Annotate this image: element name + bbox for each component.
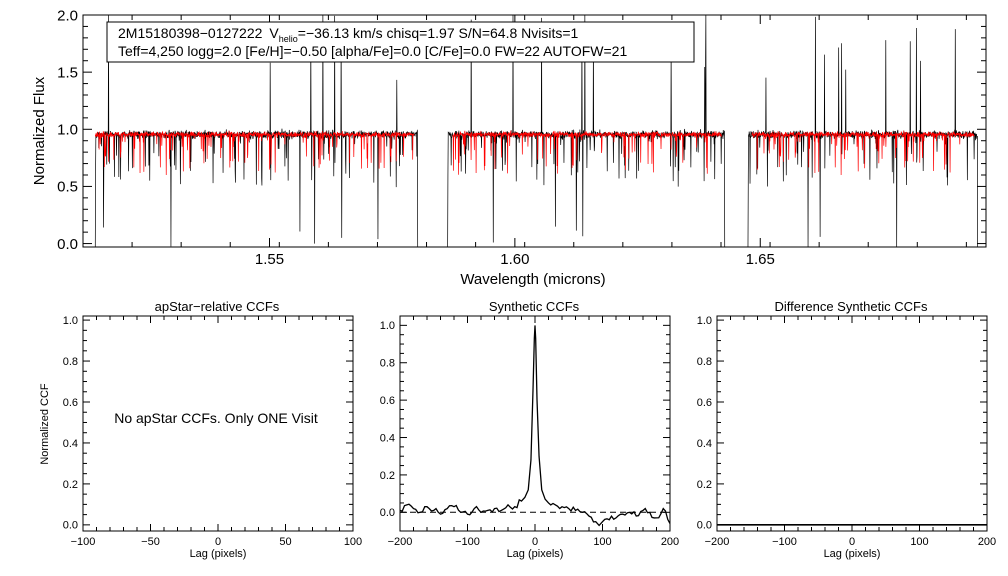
model-spectrum-chip-3 — [751, 130, 975, 176]
spectrum-info-box: 2M15180398−0127222 Vhelio=−36.13 km/s chi… — [106, 21, 695, 63]
difference-ccf-y-tick-label: 0.8 — [697, 356, 712, 368]
info-line-1-values: =−36.13 km/s chisq=1.97 S/N=64.8 Nvisits… — [298, 25, 579, 41]
model-spectrum-chip-2 — [452, 130, 722, 175]
spectrum-plot-area — [94, 14, 979, 248]
synthetic-ccf-x-tick-label: 100 — [593, 536, 611, 548]
synthetic-ccf-x-tick-label: 200 — [661, 536, 679, 548]
difference-ccf-y-tick-label: 0.4 — [697, 438, 712, 450]
synthetic-ccf-panel: Synthetic CCFs −200 −100 0 100 200 0.0 0.2 0.4 0… — [380, 299, 679, 560]
spectrum-x-tick-label: 1.55 — [255, 251, 284, 268]
difference-ccf-x-tick-label: −100 — [772, 536, 797, 548]
info-box-frame — [106, 21, 695, 63]
spectrum-y-tick-label: 2.0 — [57, 7, 78, 24]
difference-ccf-title: Difference Synthetic CCFs — [775, 299, 928, 314]
observed-spectrum-chip-2 — [447, 14, 726, 248]
synthetic-ccf-plot-area — [399, 325, 671, 527]
difference-ccf-x-tick-label: 200 — [978, 536, 996, 548]
observed-spectrum-chip-1 — [94, 14, 419, 248]
apstar-ccf-x-tick-label: −100 — [71, 536, 96, 548]
apstar-ccf-x-tick-label: 50 — [279, 536, 291, 548]
difference-ccf-x-tick-label: 0 — [849, 536, 855, 548]
apstar-ccf-x-tick-label: −50 — [141, 536, 160, 548]
apstar-ccf-y-tick-label: 0.6 — [63, 397, 78, 409]
spectrum-panel: 1.55 1.60 1.65 0.0 0.5 1.0 1.5 2.0 2M15180398−0… — [31, 7, 987, 288]
spectrum-y-tick-label: 0.0 — [57, 236, 78, 253]
synthetic-ccf-ticks: −200 −100 0 100 200 0.0 0.2 0.4 0.6 0.8 1.0 — [380, 315, 679, 548]
velocity-symbol: V — [269, 25, 279, 41]
velocity-subscript: helio — [279, 34, 298, 44]
apstar-ccf-y-tick-label: 0.8 — [63, 356, 78, 368]
apstar-ccf-x-tick-label: 0 — [215, 536, 221, 548]
difference-ccf-x-tick-label: −200 — [705, 536, 730, 548]
synthetic-ccf-x-tick-label: −100 — [455, 536, 480, 548]
difference-ccf-y-tick-label: 0.6 — [697, 397, 712, 409]
info-line-2: Teff=4,250 logg=2.0 [Fe/H]=−0.50 [alpha/… — [118, 43, 627, 59]
spectrum-axes-frame — [82, 14, 987, 248]
synthetic-ccf-x-tick-label: −200 — [388, 536, 413, 548]
model-spectrum-chip-1 — [94, 130, 415, 176]
difference-ccf-y-tick-label: 0.0 — [697, 520, 712, 532]
difference-ccf-x-tick-label: 100 — [910, 536, 928, 548]
apstar-ccf-title: apStar−relative CCFs — [155, 299, 280, 314]
difference-ccf-ticks: −200 −100 0 100 200 0.0 0.2 0.4 0.6 0.8 1.0 — [697, 315, 996, 548]
spectrum-y-tick-label: 0.5 — [57, 179, 78, 196]
apstar-ccf-panel: apStar−relative CCFs −100 −50 0 50 100 0.0 0.2… — [39, 299, 362, 560]
spectrum-x-axis-label: Wavelength (microns) — [460, 271, 605, 288]
apstar-ccf-y-tick-label: 0.4 — [63, 438, 78, 450]
apstar-ccf-y-tick-label: 0.0 — [63, 520, 78, 532]
synthetic-ccf-y-tick-label: 0.2 — [380, 470, 395, 482]
info-line-1: 2M15180398−0127222 Vhelio=−36.13 km/s chi… — [118, 25, 579, 44]
synthetic-ccf-y-tick-label: 0.6 — [380, 395, 395, 407]
spectrum-y-tick-label: 1.5 — [57, 64, 78, 81]
star-id: 2M15180398−0127222 — [118, 25, 263, 41]
spectrum-y-axis-label: Normalized Flux — [31, 76, 48, 185]
synthetic-ccf-y-tick-label: 0.4 — [380, 432, 395, 444]
spectrum-y-tick-label: 1.0 — [57, 122, 78, 139]
apstar-ccf-y-axis-label: Normalized CCF — [39, 383, 51, 465]
spectrum-x-tick-label: 1.60 — [500, 251, 529, 268]
synthetic-ccf-x-axis-label: Lag (pixels) — [507, 548, 564, 560]
synthetic-ccf-y-tick-label: 0.8 — [380, 358, 395, 370]
synthetic-ccf-y-tick-label: 0.0 — [380, 507, 395, 519]
difference-ccf-y-tick-label: 0.2 — [697, 479, 712, 491]
spectrum-ticks: 1.55 1.60 1.65 0.0 0.5 1.0 1.5 2.0 — [57, 7, 986, 268]
synthetic-ccf-line — [399, 325, 671, 527]
apstar-ccf-y-tick-label: 1.0 — [63, 315, 78, 327]
apstar-ccf-x-axis-label: Lag (pixels) — [190, 548, 247, 560]
difference-ccf-y-tick-label: 1.0 — [697, 315, 712, 327]
spectrum-x-tick-label: 1.65 — [746, 251, 775, 268]
apstar-ccf-y-tick-label: 0.2 — [63, 479, 78, 491]
apstar-ccf-note: No apStar CCFs. Only ONE Visit — [114, 410, 318, 426]
difference-ccf-panel: Difference Synthetic CCFs −200 −100 0 100 20… — [697, 299, 996, 560]
synthetic-ccf-y-tick-label: 1.0 — [380, 320, 395, 332]
apstar-ccf-x-tick-label: 100 — [344, 536, 362, 548]
apstar-ccf-ticks: −100 −50 0 50 100 0.0 0.2 0.4 0.6 0.8 1.0 — [63, 315, 362, 548]
synthetic-ccf-x-tick-label: 0 — [532, 536, 538, 548]
difference-ccf-x-axis-label: Lag (pixels) — [824, 548, 881, 560]
synthetic-ccf-title: Synthetic CCFs — [489, 299, 580, 314]
